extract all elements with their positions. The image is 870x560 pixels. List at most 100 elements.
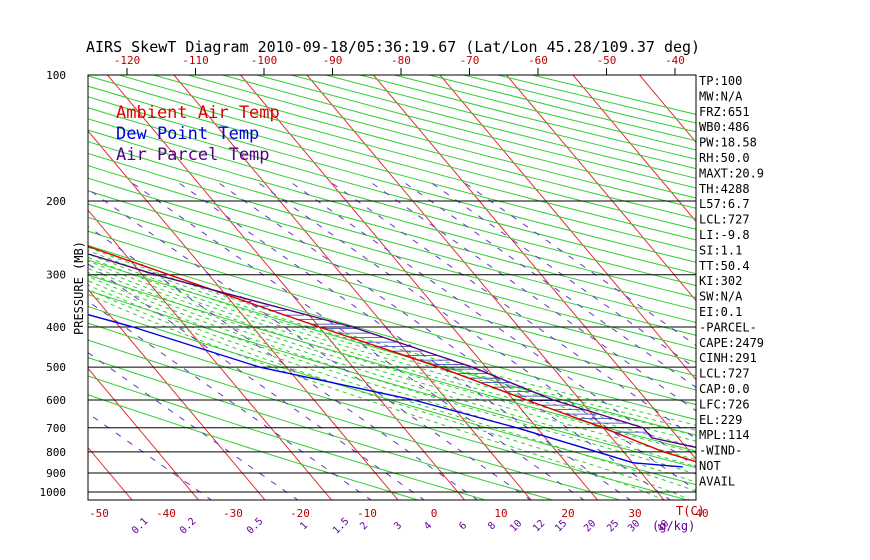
mixing-ratio-line xyxy=(177,181,632,500)
air-parcel-temp-line xyxy=(88,253,696,449)
dry-adiabat-line xyxy=(88,107,696,275)
index-entry: TP:100 xyxy=(699,74,742,88)
top-temp-tick-label: -120 xyxy=(114,54,141,67)
index-entry: CAP:0.0 xyxy=(699,382,750,396)
mixing-ratio-line xyxy=(216,181,672,500)
mixing-ratio-tick-label: 8 xyxy=(486,520,498,532)
isotherm-line xyxy=(88,367,200,500)
isotherm-line xyxy=(506,75,696,302)
moist-adiabat-line xyxy=(88,264,696,454)
index-entry: LCL:727 xyxy=(699,213,750,227)
moist-adiabat-line xyxy=(88,260,696,448)
legend-ambient-air-temp: Ambient Air Temp xyxy=(116,103,280,123)
isotherm-line xyxy=(88,209,333,500)
moist-adiabat-line xyxy=(88,253,696,437)
index-entry: AVAIL xyxy=(699,474,735,488)
bottom-temp-tick-label: -40 xyxy=(156,507,176,520)
plot-frame xyxy=(87,74,697,501)
dry-adiabat-line xyxy=(88,375,487,500)
bottom-temp-tick-label: -10 xyxy=(357,507,377,520)
mixing-ratio-tick-label: 0.2 xyxy=(178,516,199,537)
index-entry: MAXT:20.9 xyxy=(699,166,764,180)
index-entry: SW:N/A xyxy=(699,290,743,304)
pressure-tick-label: 300 xyxy=(46,269,66,282)
pressure-tick-label: 900 xyxy=(46,467,66,480)
bottom-temp-ticks: -50 -40 -30 -20 -10 0 10 20 30 40 xyxy=(89,507,709,520)
bottom-temp-tick-label: 0 xyxy=(431,507,438,520)
mixing-ratio-line xyxy=(429,181,696,370)
profile-series xyxy=(88,245,696,468)
isotherm-line xyxy=(107,75,466,500)
dry-adiabat-line xyxy=(88,129,696,299)
pressure-tick-label: 400 xyxy=(46,321,66,334)
pressure-tick-label: 200 xyxy=(46,195,66,208)
isotherm-line xyxy=(373,75,696,460)
index-entry: EI:0.1 xyxy=(699,305,742,319)
index-entry: PW:18.58 xyxy=(699,136,757,150)
index-entry: NOT xyxy=(699,459,721,473)
mixing-ratio-line xyxy=(403,181,696,388)
dry-adiabat-line xyxy=(88,216,696,391)
moist-adiabat-line xyxy=(88,267,696,461)
dry-adiabat-line xyxy=(88,357,555,500)
ambient-air-temp-line xyxy=(88,245,696,463)
pressure-tick-label: 600 xyxy=(46,394,66,407)
mixing-ratio-tick-label: 2 xyxy=(358,520,370,532)
isotherm-line xyxy=(173,75,532,500)
legend-dew-point-temp: Dew Point Temp xyxy=(116,124,259,144)
mixing-ratio-tick-label: 10 xyxy=(508,518,524,534)
index-entry: CAPE:2479 xyxy=(699,336,764,350)
mixing-ratio-tick-label: 15 xyxy=(553,518,569,534)
x-axis-unit-label: T(C) xyxy=(676,504,705,518)
dry-adiabat-line xyxy=(88,165,696,336)
mixing-ratio-line xyxy=(88,188,532,500)
index-entry: TT:50.4 xyxy=(699,259,750,273)
moist-adiabat-line xyxy=(88,249,696,431)
mixing-ratio-tick-label: 0.1 xyxy=(130,516,151,537)
moist-adiabat-line xyxy=(88,293,665,500)
mixing-ratio-lines xyxy=(88,181,696,500)
pressure-tick-label: 1000 xyxy=(40,486,67,499)
pressure-tick-label: 800 xyxy=(46,446,66,459)
mixing-ratio-line xyxy=(369,181,696,412)
bottom-temp-tick-label: 10 xyxy=(494,507,507,520)
top-temp-tick-label: -100 xyxy=(251,54,278,67)
top-temp-ticks: -120 -110 -100 -90 -80 -70 -60 -50 -40 xyxy=(114,54,685,75)
index-entry: -PARCEL- xyxy=(699,320,757,334)
mixing-ratio-line xyxy=(256,181,696,491)
top-temp-tick-label: -40 xyxy=(665,54,685,67)
isotherm-line xyxy=(306,75,665,500)
pressure-tick-label: 700 xyxy=(46,422,66,435)
pressure-tick-label: 500 xyxy=(46,361,66,374)
dry-adiabat-line xyxy=(88,339,622,500)
index-entry: WB0:486 xyxy=(699,120,750,134)
isotherm-line xyxy=(572,75,696,223)
mixing-ratio-tick-label: 30 xyxy=(626,518,642,534)
index-entry: EL:229 xyxy=(699,413,742,427)
mixing-ratio-line xyxy=(462,181,696,346)
mixing-ratio-line xyxy=(88,225,479,500)
isotherm-line xyxy=(88,288,266,500)
moist-adiabat-line xyxy=(88,289,691,500)
dry-adiabat-line xyxy=(88,96,696,263)
pressure-tick-label: 100 xyxy=(46,69,66,82)
mixing-ratio-tick-label: 1.5 xyxy=(331,516,352,537)
mixing-ratio-line xyxy=(290,181,696,468)
bottom-temp-tick-label: -50 xyxy=(89,507,109,520)
mixing-ratio-tick-label: 0.5 xyxy=(245,516,266,537)
index-entry: MW:N/A xyxy=(699,89,743,103)
dry-adiabat-line xyxy=(88,230,696,406)
index-entry: SI:1.1 xyxy=(699,243,742,257)
pressure-labels: 100 200 300 400 500 600 700 800 900 1000 xyxy=(40,69,67,499)
dry-adiabat-line xyxy=(88,274,696,452)
dry-adiabat-line xyxy=(88,203,696,377)
dry-adiabat-line xyxy=(88,177,696,349)
mixing-ratio-tick-label: 25 xyxy=(605,518,621,534)
index-entry: LI:-9.8 xyxy=(699,228,750,242)
mixing-ratio-ticks: 0.1 0.2 0.5 1 1.5 2 3 4 6 8 10 12 15 20 25 30 40 xyxy=(130,516,671,537)
index-entry: LCL:727 xyxy=(699,367,750,381)
mixing-ratio-line xyxy=(329,181,696,440)
mixing-ratio-line xyxy=(88,352,299,500)
index-entry: CINH:291 xyxy=(699,351,757,365)
